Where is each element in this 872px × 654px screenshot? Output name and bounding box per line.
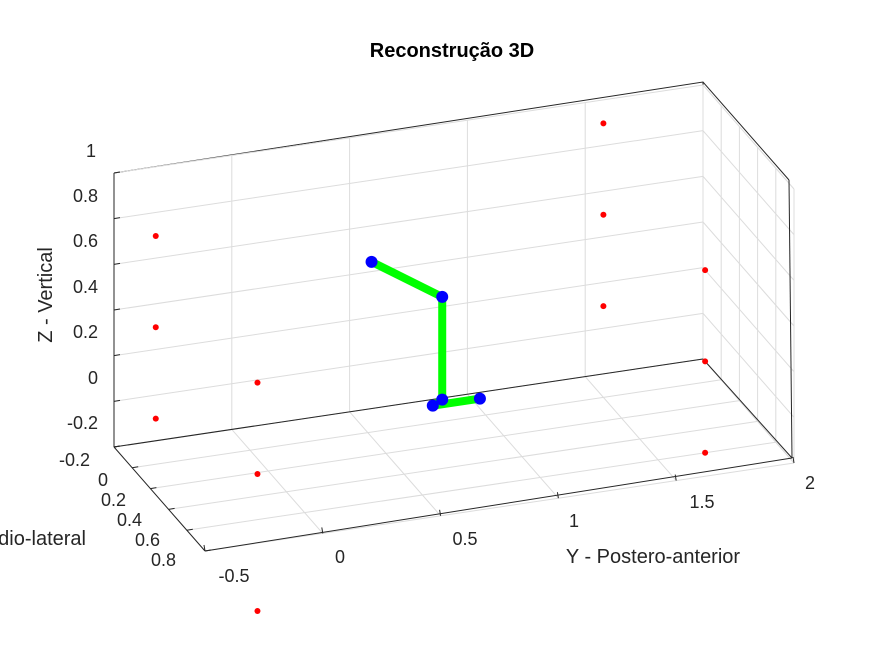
grid-line xyxy=(702,313,795,418)
z-tick xyxy=(113,354,121,357)
x-tick xyxy=(132,466,139,469)
grid-line xyxy=(132,379,722,469)
tick-marks xyxy=(113,171,795,552)
marker-point xyxy=(702,449,709,456)
y-tick xyxy=(439,509,442,516)
y-tick-label: 1.5 xyxy=(689,492,714,512)
grid-line xyxy=(231,429,324,534)
marker-point xyxy=(152,415,159,422)
x-tick-label: 0 xyxy=(98,470,108,490)
chart-title: Reconstrução 3D xyxy=(370,40,535,62)
z-tick-label: 0.4 xyxy=(73,277,98,297)
y-tick xyxy=(674,474,677,481)
joint-point xyxy=(436,393,449,406)
marker-point xyxy=(600,211,607,218)
y-tick xyxy=(556,492,559,499)
y-tick-label: -0.5 xyxy=(218,566,249,586)
grid-line xyxy=(702,84,795,190)
marker-point xyxy=(702,267,709,274)
x-tick-label: 0.2 xyxy=(101,490,126,510)
grid-line xyxy=(467,393,559,499)
z-tick xyxy=(113,399,121,402)
x-tick xyxy=(204,549,212,552)
z-tick-label: 1 xyxy=(86,141,96,161)
x-tick-label: 0.4 xyxy=(117,510,142,530)
x-tick xyxy=(150,487,157,490)
marker-point xyxy=(152,324,159,331)
y-tick xyxy=(792,456,795,464)
grid-line xyxy=(113,130,704,220)
x-tick-label: 0.8 xyxy=(151,550,176,570)
segment-line xyxy=(369,258,444,301)
y-tick-label: 0.5 xyxy=(452,529,477,549)
z-tick-label: -0.2 xyxy=(67,413,98,433)
grid-line xyxy=(702,267,795,372)
z-tick-labels: 1 0.8 0.6 0.4 0.2 0 -0.2 xyxy=(67,141,98,433)
grid-line xyxy=(150,400,740,490)
y-tick xyxy=(321,527,324,534)
grid-line xyxy=(584,376,677,481)
marker-point xyxy=(254,470,261,477)
z-tick-label: 0 xyxy=(88,368,98,388)
x-tick xyxy=(113,445,121,448)
y-tick-labels: -0.5 0 0.5 1 1.5 2 xyxy=(218,473,815,586)
grid-line xyxy=(204,462,795,552)
marker-point xyxy=(254,607,261,614)
grid-line xyxy=(702,176,795,281)
grid-line xyxy=(113,84,704,174)
x-tick xyxy=(168,507,175,510)
x-axis-label: dio-lateral xyxy=(0,528,86,550)
joint-point xyxy=(436,290,449,303)
y-tick-label: 0 xyxy=(335,547,345,567)
z-tick-label: 0.8 xyxy=(73,186,98,206)
grid-line xyxy=(113,175,704,265)
marker-point xyxy=(702,358,709,365)
joint-point xyxy=(473,392,486,405)
x-tick-label: 0.6 xyxy=(135,530,160,550)
joint-point xyxy=(365,255,378,268)
x-tick-labels: -0.2 0 0.2 0.4 0.6 0.8 xyxy=(59,450,176,570)
z-tick xyxy=(113,217,121,220)
z-tick-label: 0.2 xyxy=(73,322,98,342)
grid-line xyxy=(702,130,795,235)
grid-line xyxy=(186,441,776,531)
marker-point xyxy=(152,232,159,239)
marker-point xyxy=(254,379,261,386)
axes-box xyxy=(113,81,790,359)
z-tick xyxy=(113,171,121,174)
y-tick-label: 1 xyxy=(569,511,579,531)
marker-point xyxy=(600,120,607,127)
grid-line xyxy=(702,221,795,327)
x-tick-label: -0.2 xyxy=(59,450,90,470)
marker-point xyxy=(600,303,607,310)
grid-line xyxy=(349,411,441,517)
z-tick-label: 0.6 xyxy=(73,231,98,251)
chart-marks xyxy=(152,120,709,614)
x-tick xyxy=(186,528,193,531)
grid-line xyxy=(113,312,704,402)
grid-line xyxy=(113,267,704,357)
z-tick xyxy=(113,308,121,311)
joint-point xyxy=(426,399,439,412)
y-axis-label: Y - Postero-anterior xyxy=(566,546,740,568)
z-tick xyxy=(113,262,121,265)
grid-line xyxy=(168,420,758,510)
grid-line xyxy=(113,221,704,311)
grid-lines xyxy=(113,84,795,552)
y-tick-label: 2 xyxy=(805,473,815,493)
y-tick xyxy=(203,544,206,552)
z-axis-label: Z - Vertical xyxy=(35,247,57,343)
